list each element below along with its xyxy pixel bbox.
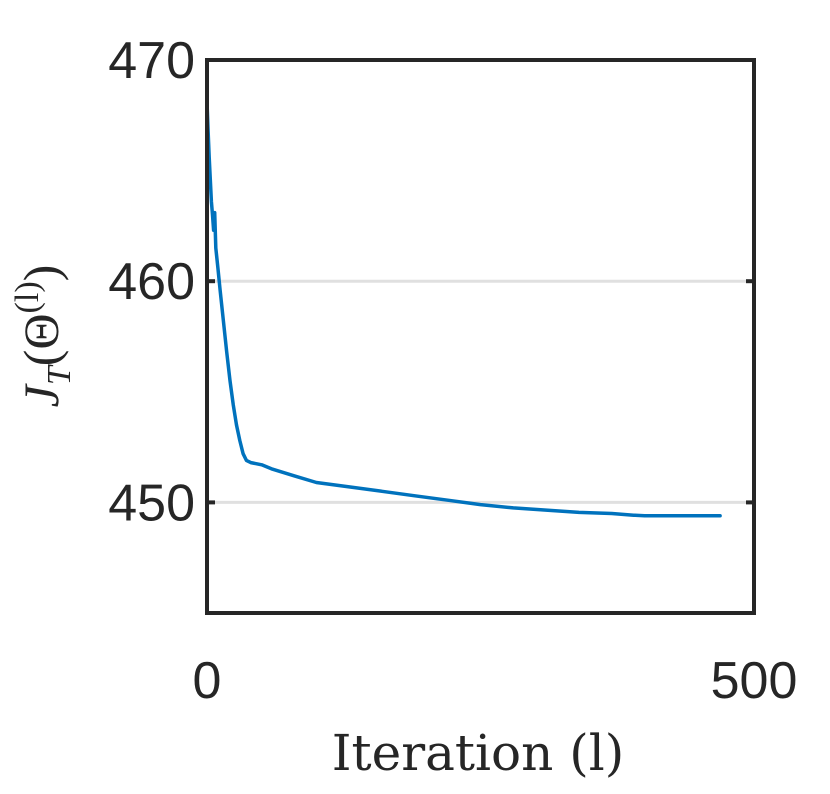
y-axis-title-superscript: (l) [9, 281, 46, 313]
series-line [205, 100, 722, 518]
series-layer [205, 100, 722, 518]
x-tick-label: 0 [193, 652, 222, 710]
y-axis-title-open: (Θ [13, 313, 69, 366]
y-tick-label: 460 [108, 253, 195, 311]
tick-labels: 450 460 470 0 500 [108, 32, 797, 710]
y-axis-title-subscript: T [41, 364, 78, 385]
ticks [205, 58, 756, 613]
y-tick-label: 450 [108, 474, 195, 532]
y-axis-title-close: ) [13, 265, 69, 282]
plot-area-frame [205, 58, 756, 615]
y-axis-title-main: J [13, 382, 69, 407]
gridlines [207, 279, 754, 504]
y-tick-label: 470 [108, 32, 195, 90]
x-axis-title: Iteration (l) [332, 724, 624, 782]
x-tick-label: 500 [711, 652, 798, 710]
y-axis-title: JT(Θ(l)) [9, 265, 78, 408]
x-axis-title-text: Iteration (l) [332, 724, 624, 782]
